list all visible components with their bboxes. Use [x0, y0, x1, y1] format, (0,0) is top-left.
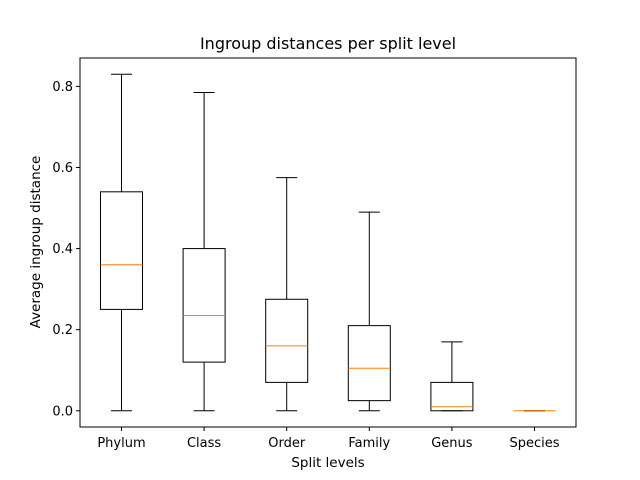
x-tick-label: Family [348, 436, 390, 451]
x-axis-ticks: Phylum Class Order Family Genus Species [97, 427, 560, 451]
y-axis-label: Average ingroup distance [28, 156, 44, 329]
x-tick-label: Genus [431, 436, 473, 451]
y-tick-label: 0.0 [52, 404, 73, 419]
box-group [430, 341, 474, 412]
box-group [347, 211, 391, 412]
chart-title: Ingroup distances per split level [200, 34, 456, 53]
y-tick-label: 0.8 [52, 80, 73, 95]
plot-frame [79, 57, 577, 428]
plot-marks [100, 73, 556, 412]
y-tick-label: 0.4 [52, 242, 73, 257]
x-axis-label: Split levels [291, 455, 364, 471]
y-axis-ticks: 0.0 0.2 0.4 0.6 0.8 [52, 80, 80, 419]
box-group [182, 91, 226, 412]
y-tick-label: 0.6 [52, 161, 73, 176]
box [265, 298, 309, 383]
box [430, 381, 474, 412]
y-tick-label: 0.2 [52, 323, 73, 338]
x-tick-label: Phylum [97, 436, 145, 451]
x-tick-label: Species [509, 436, 559, 451]
x-tick-label: Class [187, 436, 221, 451]
box [100, 191, 143, 310]
box-group [265, 177, 309, 412]
x-tick-label: Order [268, 436, 306, 451]
box [347, 325, 391, 402]
box-group [100, 73, 143, 412]
box [182, 248, 226, 363]
